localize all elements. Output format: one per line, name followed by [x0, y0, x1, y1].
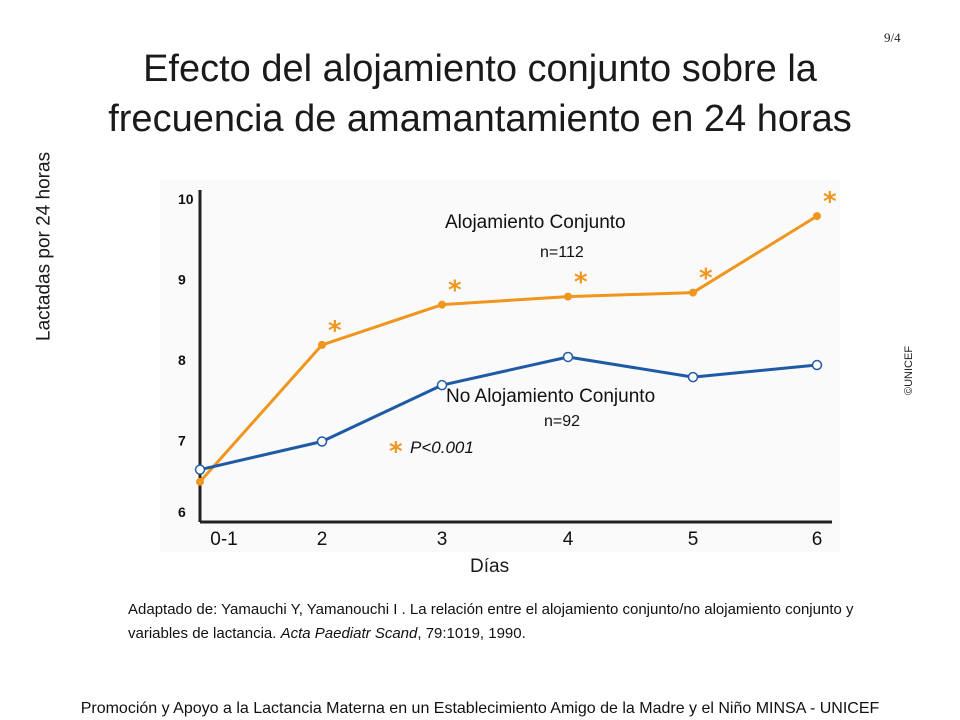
data-point — [689, 288, 697, 297]
y-axis-label: Lactadas por 24 horas — [33, 151, 55, 341]
significance-star: * — [574, 268, 588, 298]
significance-star: * — [448, 276, 462, 306]
x-tick-label: 3 — [437, 529, 448, 550]
x-tick-label: 0-1 — [210, 529, 237, 550]
data-point — [562, 351, 574, 363]
source-journal: Acta Paediatr Scand — [280, 625, 418, 642]
series-label-no-alojamiento-conjunto: No Alojamiento Conjunto — [446, 386, 655, 407]
x-tick-label: 2 — [317, 529, 328, 550]
x-tick-label: 5 — [688, 529, 699, 550]
data-point — [196, 477, 204, 486]
source-prefix: Adaptado de: Yamauchi Y, Yamanouchi I . … — [128, 601, 854, 642]
title-line-2: frecuencia de amamantamiento en 24 horas — [108, 98, 852, 140]
data-point — [564, 292, 572, 301]
data-point — [436, 379, 448, 391]
series-label-alojamiento-conjunto: Alojamiento Conjunto — [445, 212, 626, 233]
data-point — [318, 340, 326, 349]
y-tick-label: 7 — [178, 433, 186, 449]
slide-number: 9/4 — [884, 30, 901, 45]
y-tick-label: 6 — [178, 504, 186, 520]
data-point — [687, 371, 699, 383]
slide-title: Efecto del alojamiento conjunto sobre la… — [20, 44, 940, 144]
title-line-1: Efecto del alojamiento conjunto sobre la — [143, 48, 817, 90]
x-tick-label: 6 — [812, 529, 823, 550]
y-tick-label: 8 — [178, 352, 186, 368]
y-tick-label: 10 — [178, 191, 194, 207]
data-point — [438, 300, 446, 309]
data-point — [316, 436, 328, 447]
series-line-no-alojamiento-conjunto — [199, 355, 818, 472]
significance-star: * — [699, 264, 713, 294]
x-tick-label: 4 — [563, 529, 574, 550]
significance-legend-star: * — [389, 437, 403, 467]
source-citation: Adaptado de: Yamauchi Y, Yamanouchi I . … — [128, 598, 888, 646]
footer: Promoción y Apoyo a la Lactancia Materna… — [80, 700, 880, 717]
data-point — [194, 464, 206, 475]
source-suffix: , 79:1019, 1990. — [417, 625, 526, 642]
series-n-alojamiento-conjunto: n=112 — [540, 244, 584, 261]
series-line-alojamiento-conjunto — [198, 214, 818, 483]
significance-legend-text: P<0.001 — [410, 438, 474, 457]
significance-star: * — [328, 316, 342, 346]
significance-star: * — [823, 187, 837, 217]
series-n-no-alojamiento-conjunto: n=92 — [544, 413, 580, 430]
x-axis-label: Días — [470, 556, 510, 577]
y-tick-label: 9 — [178, 272, 186, 288]
plot-background — [160, 180, 840, 552]
data-point — [813, 212, 821, 221]
data-point — [811, 359, 823, 371]
